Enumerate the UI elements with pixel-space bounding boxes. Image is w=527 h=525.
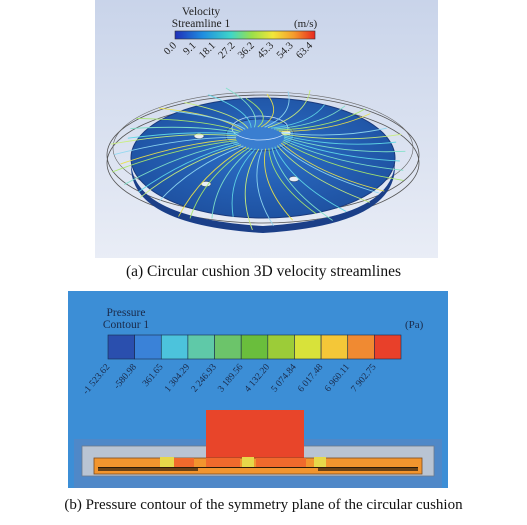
streamline — [184, 102, 249, 129]
pressure-color-band — [347, 334, 375, 360]
hot-zone-2 — [206, 458, 240, 467]
streamline — [283, 134, 397, 145]
streamline — [282, 133, 402, 140]
hot-zone-3 — [256, 458, 306, 467]
streamline — [130, 126, 239, 134]
streamline — [120, 138, 237, 165]
streamline — [256, 148, 274, 226]
pressure-color-band — [107, 334, 135, 360]
chamber-gap-line — [98, 467, 418, 468]
streamline — [268, 148, 317, 215]
pressure-color-band — [374, 334, 402, 360]
pressure-color-band — [240, 334, 269, 360]
streamline — [270, 104, 325, 129]
pressure-legend-unit: (Pa) — [405, 319, 424, 331]
streamline — [211, 148, 253, 219]
streamline — [276, 145, 370, 203]
pressure-color-band — [320, 334, 349, 360]
streamline — [281, 142, 385, 192]
streamline — [158, 145, 244, 202]
pressure-color-band — [160, 334, 189, 360]
streamline — [279, 144, 379, 194]
figure-a-canvas: Velocity Streamline 1 (m/s) 0.0 9.118.127… — [95, 0, 438, 258]
velocity-legend-title-1: Velocity — [182, 6, 221, 18]
streamline — [124, 141, 238, 185]
streamline — [276, 108, 366, 131]
cushion-3d-model — [106, 87, 420, 233]
streamline — [280, 127, 387, 136]
caption-b: (b) Pressure contour of the symmetry pla… — [64, 497, 463, 513]
streamline — [274, 146, 347, 212]
streamline — [110, 134, 237, 145]
streamline — [189, 147, 250, 219]
streamline — [278, 113, 371, 132]
pressure-legend-title-1: Pressure — [107, 307, 146, 319]
velocity-streamlines — [110, 87, 406, 231]
streamline — [112, 140, 237, 173]
figure-a-panel: Velocity Streamline 1 (m/s) 0.0 9.1 18.1 27… — [95, 0, 438, 258]
pressure-color-band — [267, 334, 295, 360]
streamline — [231, 148, 256, 217]
orifice-2 — [242, 457, 254, 467]
streamline — [140, 144, 242, 198]
pressure-colorbar — [107, 334, 402, 360]
streamline — [208, 94, 252, 128]
streamline — [264, 148, 294, 221]
streamline — [264, 91, 290, 128]
streamline — [273, 105, 346, 130]
orifice-3 — [314, 457, 326, 467]
pressure-legend-title-2: Contour 1 — [103, 319, 150, 331]
streamline — [225, 87, 256, 128]
chamber-gap-left — [98, 467, 198, 471]
orifice-1 — [160, 457, 174, 467]
streamline — [267, 89, 311, 129]
velocity-colorbar — [174, 30, 316, 40]
chamber-gap-right — [318, 467, 418, 471]
streamline — [138, 143, 240, 193]
streamline — [169, 110, 246, 130]
central-boss-edge — [231, 115, 289, 141]
streamline — [283, 138, 400, 162]
figure-b-panel: Pressure Contour 1 (Pa) -1 523.62 -580.98… — [68, 291, 448, 488]
streamline — [127, 132, 238, 139]
caption-a: (a) Circular cushion 3D velocity streaml… — [125, 263, 402, 280]
velocity-legend-title-2: Streamline 1 — [172, 18, 231, 30]
streamline — [260, 93, 275, 128]
hot-zone-1 — [174, 458, 194, 467]
streamline — [283, 139, 404, 171]
pressure-color-band — [294, 334, 322, 360]
figure-b-canvas: Pressure Contour 1 (Pa) -1 523.62 -580.98… — [68, 291, 448, 488]
streamline — [114, 136, 237, 156]
streamline — [178, 146, 247, 217]
streamline — [136, 117, 241, 133]
streamline — [282, 141, 404, 181]
pressure-color-band — [187, 334, 215, 360]
streamline — [271, 147, 333, 221]
velocity-legend-unit: (m/s) — [294, 18, 318, 30]
cushion-cross-section — [74, 410, 442, 488]
pressure-color-band — [214, 334, 242, 360]
central-high-pressure-region — [206, 410, 304, 466]
pressure-color-band — [134, 334, 162, 360]
streamline — [283, 136, 406, 153]
streamline — [244, 148, 260, 231]
streamline — [245, 97, 264, 128]
